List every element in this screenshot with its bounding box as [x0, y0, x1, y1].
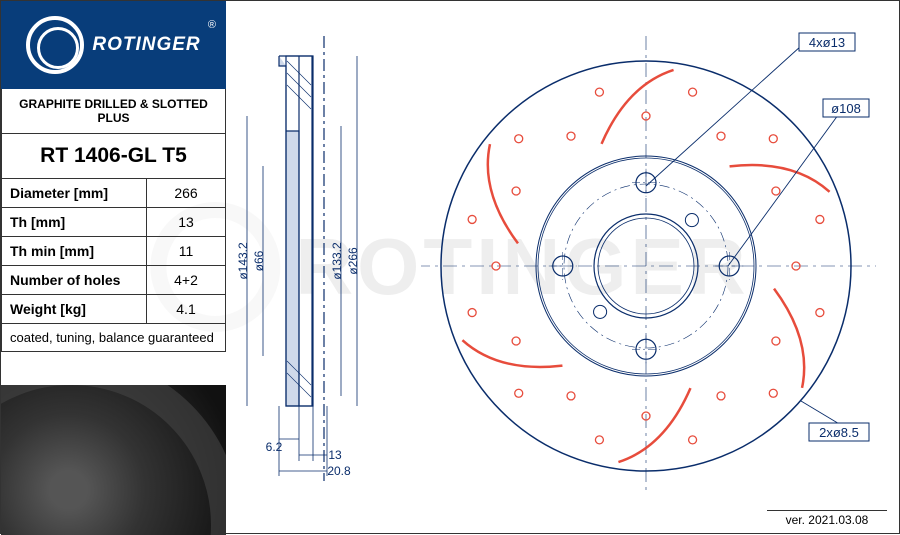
callout-bolt: 4xø13	[809, 35, 845, 50]
spec-value: 266	[147, 179, 226, 208]
dim-disc: ø266	[346, 247, 360, 275]
table-row: Weight [kg]4.1	[2, 295, 226, 324]
table-row: Number of holes4+2	[2, 266, 226, 295]
logo-icon	[26, 16, 84, 74]
spec-label: Th [mm]	[2, 208, 147, 237]
logo-box: ROTINGER ®	[1, 1, 226, 89]
spec-value: 13	[147, 208, 226, 237]
note: coated, tuning, balance guaranteed	[1, 324, 226, 352]
spec-table: Diameter [mm]266Th [mm]13Th min [mm]11Nu…	[1, 179, 226, 324]
left-panel: ROTINGER ® GRAPHITE DRILLED & SLOTTED PL…	[1, 1, 226, 535]
spec-value: 11	[147, 237, 226, 266]
dim-step: ø133.2	[330, 242, 344, 280]
table-row: Th min [mm]11	[2, 237, 226, 266]
spec-label: Weight [kg]	[2, 295, 147, 324]
spec-label: Number of holes	[2, 266, 147, 295]
spec-label: Th min [mm]	[2, 237, 147, 266]
version: ver. 2021.03.08	[767, 510, 887, 527]
registered-icon: ®	[208, 19, 216, 31]
dim-bore: ø66	[252, 250, 266, 271]
spec-value: 4.1	[147, 295, 226, 324]
front-view-drawing: 4xø13 ø108 2xø8.5	[421, 11, 891, 491]
table-row: Diameter [mm]266	[2, 179, 226, 208]
part-number: RT 1406-GL T5	[1, 134, 226, 179]
section-view-drawing: ø143.2 ø66 ø133.2 ø266 6.2 13 20.8	[229, 11, 419, 501]
callout-pcd: ø108	[831, 101, 861, 116]
dim-th-flange: 6.2	[266, 440, 283, 454]
table-row: Th [mm]13	[2, 208, 226, 237]
dim-th-disc: 13	[328, 448, 342, 462]
spec-label: Diameter [mm]	[2, 179, 147, 208]
dim-flange: ø143.2	[236, 242, 250, 280]
logo-text: ROTINGER	[92, 34, 200, 56]
subtitle: GRAPHITE DRILLED & SLOTTED PLUS	[1, 89, 226, 134]
product-photo	[1, 385, 226, 535]
spec-value: 4+2	[147, 266, 226, 295]
callout-index: 2xø8.5	[819, 425, 859, 440]
dim-offset: 20.8	[327, 464, 351, 478]
